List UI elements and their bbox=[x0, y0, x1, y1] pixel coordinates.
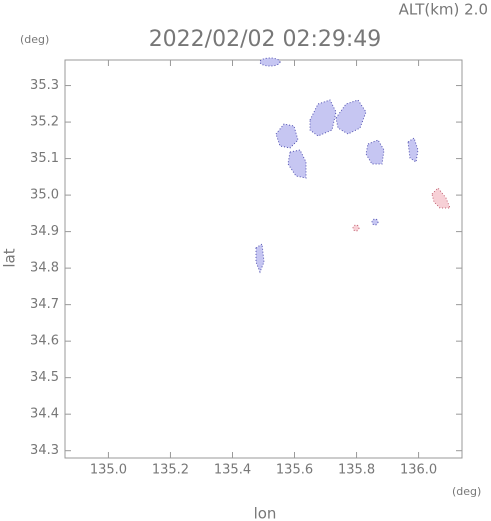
echo bbox=[309, 99, 337, 137]
y-axis-label: lat bbox=[1, 248, 19, 267]
echo bbox=[335, 99, 367, 135]
chart-title: 2022/02/02 02:29:49 bbox=[149, 27, 382, 52]
y-tick-label: 34.6 bbox=[30, 334, 59, 349]
y-tick-label: 34.4 bbox=[30, 407, 59, 422]
y-unit: (deg) bbox=[20, 33, 49, 46]
y-tick-label: 34.9 bbox=[30, 224, 59, 239]
echo bbox=[407, 137, 419, 163]
y-tick-label: 35.0 bbox=[30, 188, 59, 203]
y-tick-label: 34.8 bbox=[30, 261, 59, 276]
y-tick-label: 35.2 bbox=[30, 115, 59, 130]
x-tick-label: 135.0 bbox=[90, 463, 127, 478]
echo bbox=[275, 123, 299, 149]
echo bbox=[352, 224, 360, 232]
echo bbox=[287, 149, 307, 179]
y-tick-label: 34.5 bbox=[30, 370, 59, 385]
y-tick-label: 34.7 bbox=[30, 297, 59, 312]
x-tick-label: 135.6 bbox=[276, 463, 313, 478]
y-tick-label: 35.3 bbox=[30, 78, 59, 93]
x-tick-label: 135.4 bbox=[214, 463, 251, 478]
altitude-label: ALT(km) 2.0 bbox=[399, 1, 488, 19]
x-tick-label: 135.2 bbox=[152, 463, 189, 478]
y-tick-label: 35.1 bbox=[30, 151, 59, 166]
echo bbox=[259, 57, 281, 67]
echo bbox=[365, 139, 385, 165]
x-tick-label: 135.8 bbox=[338, 463, 375, 478]
echoes bbox=[255, 57, 451, 274]
echo bbox=[371, 218, 379, 226]
echo bbox=[255, 243, 265, 274]
echo bbox=[431, 187, 451, 209]
x-axis-label: lon bbox=[254, 505, 277, 521]
x-unit: (deg) bbox=[452, 485, 481, 498]
y-tick-label: 34.3 bbox=[30, 443, 59, 458]
x-tick-label: 136.0 bbox=[400, 463, 437, 478]
